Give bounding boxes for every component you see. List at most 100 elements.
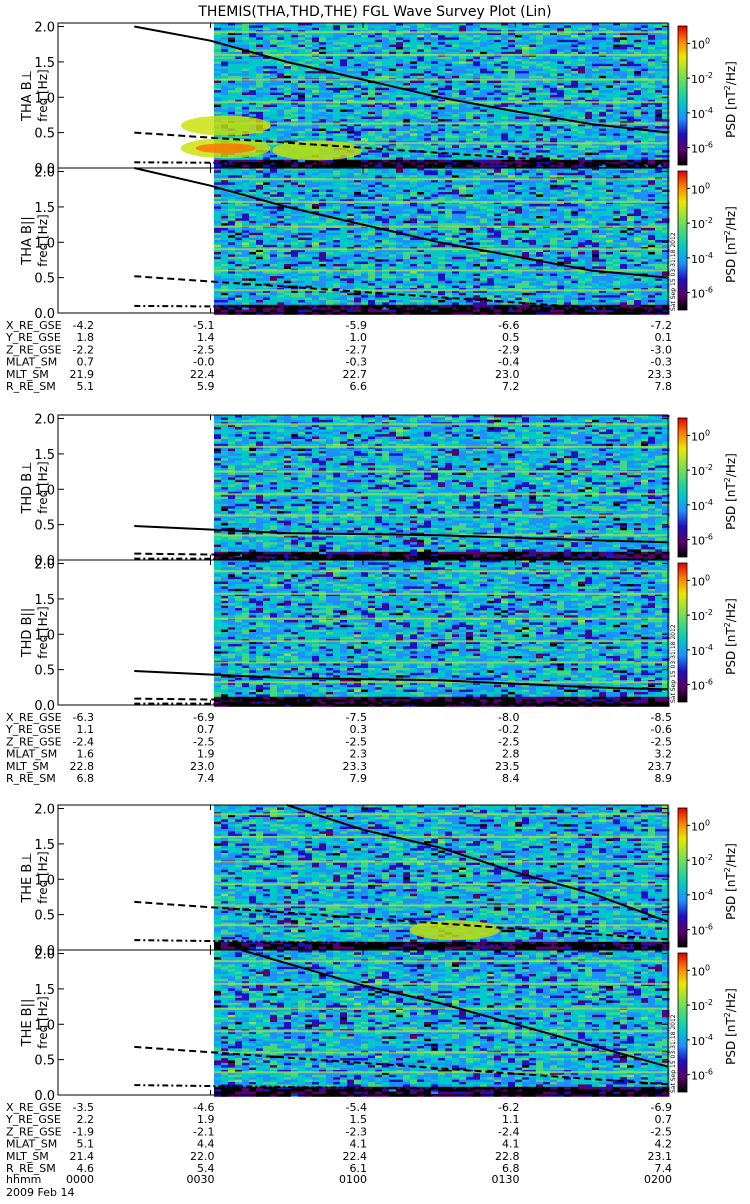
ephemeris-value: -2.5 (193, 343, 214, 356)
ephemeris-label: Y_RE_GSE (5, 331, 61, 344)
ephemeris-value: 4.2 (655, 1138, 673, 1151)
ephemeris-value: -0.0 (193, 356, 214, 369)
colorbar: 100 10-2 10-4 10-6 PSD [nT2/Hz] (678, 26, 738, 165)
freq-tick-label: 2.0 (34, 948, 55, 963)
freq-tick-label: 1.5 (34, 448, 55, 463)
freq-tick-label: 1.5 (34, 593, 55, 608)
ephemeris-value: -0.2 (498, 723, 519, 736)
freq-tick-label: 1.5 (34, 201, 55, 216)
spectrogram-heatmap (214, 805, 670, 952)
ephemeris-label: Z_RE_GSE (6, 735, 62, 748)
freq-tick-label: 2.0 (34, 413, 55, 428)
freq-axis-label: freq [Hz] (36, 606, 50, 658)
colorbar-label: PSD [nT2/Hz] (723, 988, 738, 1065)
freq-tick-label: 0.5 (34, 127, 55, 142)
ephemeris-value: 3.2 (655, 748, 673, 761)
ephemeris-value: -2.3 (346, 1125, 367, 1138)
panel-label: THA B|| (20, 216, 35, 265)
colorbar-tick-label: 10-4 (691, 498, 713, 513)
ephemeris-value: -2.5 (651, 735, 672, 748)
panel-label: THE B⊥ (20, 852, 35, 903)
freq-axis-label: freq [Hz] (36, 996, 50, 1048)
ephemeris-value: 1.5 (350, 1113, 368, 1126)
colorbar-tick-label: 10-2 (691, 216, 713, 231)
ephemeris-value: 0.7 (197, 723, 215, 736)
ephemeris-value: 23.7 (648, 760, 673, 773)
freq-axis-label: freq [Hz] (36, 214, 50, 266)
freq-tick-label: 0.5 (34, 664, 55, 679)
ephemeris-value: 1.8 (77, 331, 95, 344)
colorbar-tick-label: 100 (691, 36, 710, 51)
ephemeris-value: -5.9 (346, 319, 367, 332)
colorbar-tick-label: 10-4 (691, 106, 713, 121)
freq-tick-label: 0.5 (34, 272, 55, 287)
ephemeris-value: -2.5 (651, 1125, 672, 1138)
panel-label: THA B⊥ (20, 70, 35, 122)
colorbar-label: PSD [nT2/Hz] (723, 843, 738, 920)
time-tick-label: 0200 (644, 1173, 672, 1186)
ephemeris-value: -2.2 (73, 343, 94, 356)
timestamp-stamp: Sat Sep 15 03:31:18 2012 (670, 232, 677, 311)
colorbar-label: PSD [nT2/Hz] (723, 61, 738, 138)
ephemeris-value: -4.2 (73, 319, 94, 332)
ephemeris-value: 23.0 (190, 760, 215, 773)
panel-label: THE B|| (20, 999, 35, 1048)
ephemeris-value: -6.2 (498, 1101, 519, 1114)
ephemeris-value: 22.7 (343, 368, 368, 381)
ephemeris-value: -6.9 (651, 1101, 672, 1114)
ephemeris-label: MLT_SM (6, 1150, 49, 1163)
freq-tick-label: 0.5 (34, 519, 55, 534)
colorbar-tick-label: 10-2 (691, 463, 713, 478)
ephemeris-value: 0.7 (655, 1113, 673, 1126)
ephemeris-value: 0.5 (502, 331, 520, 344)
colorbar-tick-label: 10-4 (691, 251, 713, 266)
ephemeris-value: -2.4 (73, 735, 94, 748)
ephemeris-value: 7.4 (197, 772, 215, 785)
time-tick-label: 0100 (339, 1173, 367, 1186)
colorbar-tick-label: 100 (691, 963, 710, 978)
ephemeris-value: -2.1 (193, 1125, 214, 1138)
freq-axis-label: freq [Hz] (36, 461, 50, 513)
ephemeris-value: 23.3 (648, 368, 673, 381)
ephemeris-label: R_RE_SM (6, 772, 56, 785)
ephemeris-value: 2.3 (350, 748, 368, 761)
ephemeris-value: -7.5 (346, 711, 367, 724)
ephemeris-value: -2.5 (346, 735, 367, 748)
colorbar-tick-label: 10-6 (691, 141, 713, 156)
colorbar-tick-label: 100 (691, 428, 710, 443)
timestamp-stamp: Sat Sep 15 03:31:18 2012 (670, 1014, 677, 1093)
dash-dot-frequency-line (134, 559, 668, 560)
colorbar-tick-label: 10-2 (691, 71, 713, 86)
freq-tick-label: 1.5 (34, 983, 55, 998)
ephemeris-value: 1.1 (502, 1113, 520, 1126)
colorbar-tick-label: 10-4 (691, 643, 713, 658)
ephemeris-label: Y_RE_GSE (5, 1113, 61, 1126)
ephemeris-value: -3.5 (73, 1101, 94, 1114)
colorbar-tick-label: 100 (691, 181, 710, 196)
ephemeris-value: 1.4 (197, 331, 215, 344)
ephemeris-value: -4.6 (193, 1101, 214, 1114)
colorbar-tick-label: 100 (691, 818, 710, 833)
freq-tick-label: 0.5 (34, 909, 55, 924)
ephemeris-label: Z_RE_GSE (6, 1125, 62, 1138)
freq-tick-label: 1.5 (34, 838, 55, 853)
ephemeris-value: 22.8 (70, 760, 95, 773)
ephemeris-value: -6.9 (193, 711, 214, 724)
ephemeris-label: Z_RE_GSE (6, 343, 62, 356)
ephemeris-value: 22.0 (190, 1150, 215, 1163)
ephemeris-value: 4.1 (502, 1138, 520, 1151)
ephemeris-value: 2.2 (77, 1113, 95, 1126)
ephemeris-label: X_RE_GSE (6, 711, 62, 724)
colorbar-label: PSD [nT2/Hz] (723, 453, 738, 530)
ephemeris-value: -5.1 (193, 319, 214, 332)
ephemeris-value: 4.1 (350, 1138, 368, 1151)
ephemeris-value: -0.4 (498, 356, 519, 369)
freq-tick-label: 1.5 (34, 56, 55, 71)
